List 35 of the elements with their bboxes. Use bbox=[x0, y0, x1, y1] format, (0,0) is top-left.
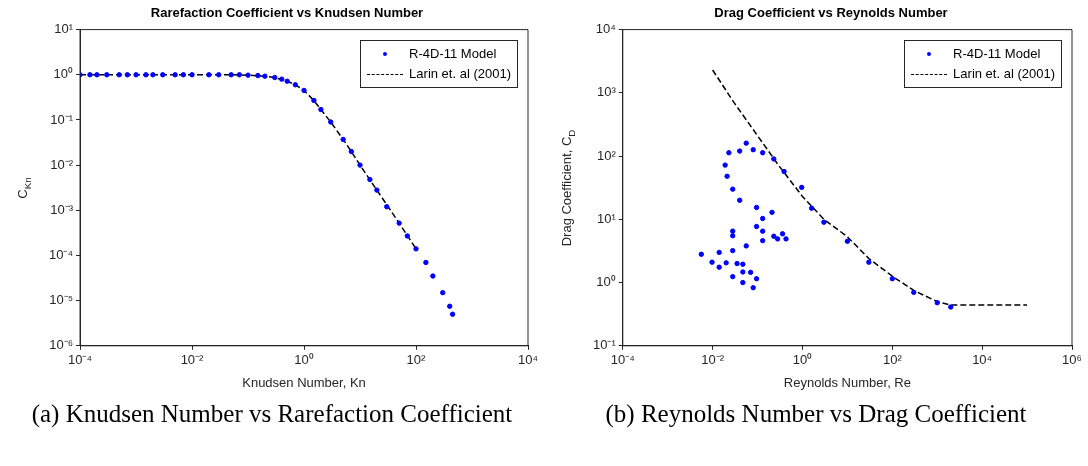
x-tick-label: 10⁴ bbox=[517, 352, 539, 368]
y-tick-label: 10⁻¹ bbox=[592, 337, 617, 353]
x-tick-label: 10⁻⁴ bbox=[68, 352, 93, 368]
x-tick-label: 10⁶ bbox=[1062, 352, 1082, 368]
y-tick-label: 10⁻¹ bbox=[50, 111, 74, 127]
y-tick-label: 10¹ bbox=[54, 21, 74, 37]
chart-title: Drag Coefficient vs Reynolds Number bbox=[714, 5, 948, 21]
y-tick-label: 10⁻³ bbox=[50, 201, 74, 217]
y-tick-label: 10³ bbox=[596, 84, 617, 100]
legend-label: Larin et. al (2001) bbox=[409, 66, 511, 82]
x-tick-label: 10⁰ bbox=[792, 352, 813, 368]
y-tick-label: 10⁻⁵ bbox=[49, 292, 74, 308]
y-tick-label: 10⁰ bbox=[596, 274, 616, 290]
legend-label: R-4D-11 Model bbox=[409, 46, 497, 62]
y-tick-label: 10⁰ bbox=[53, 66, 74, 82]
text: (a) Knudsen Number vs Rarefaction Coefficient bbox=[30, 400, 514, 428]
x-tick-label: 10⁻² bbox=[701, 352, 725, 368]
y-tick-label: 10⁻² bbox=[50, 156, 74, 172]
x-tick-label: 10⁴ bbox=[972, 352, 993, 368]
x-tick-label: 10⁻⁴ bbox=[610, 352, 635, 368]
y-tick-label: 10² bbox=[596, 147, 617, 163]
y-tick-label: 10⁴ bbox=[595, 21, 616, 37]
y-tick-label: 10¹ bbox=[596, 210, 617, 226]
text: (b) Reynolds Number vs Drag Coefficient bbox=[604, 400, 1028, 428]
y-tick-label: 10⁻⁶ bbox=[49, 337, 74, 353]
x-tick-label: 10² bbox=[406, 352, 427, 368]
x-tick-label: 10⁰ bbox=[294, 352, 314, 368]
legend-label: R-4D-11 Model bbox=[953, 46, 1041, 62]
x-tick-label: 10² bbox=[882, 352, 903, 368]
x-axis-title: Knudsen Number, Kn bbox=[242, 374, 366, 390]
y-tick-label: 10⁻⁴ bbox=[49, 247, 74, 263]
x-axis-title: Reynolds Number, Re bbox=[783, 374, 911, 390]
chart-title: Rarefaction Coefficient vs Knudsen Number bbox=[150, 5, 424, 21]
x-tick-label: 10⁻² bbox=[180, 352, 205, 368]
legend-label: Larin et. al (2001) bbox=[953, 66, 1055, 82]
